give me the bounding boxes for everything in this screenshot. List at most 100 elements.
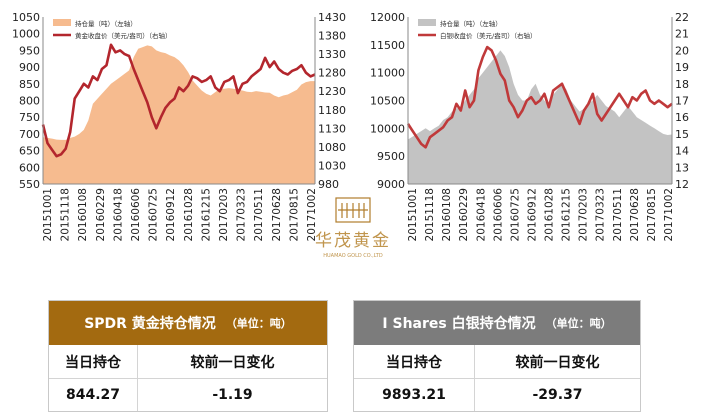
gold-legend-area-swatch — [53, 19, 71, 26]
silver-left-tick-label: 9500 — [377, 150, 405, 163]
silver-right-tick-label: 16 — [675, 111, 689, 124]
silver-legend-area-label: 持仓量（吨）（左轴） — [440, 19, 502, 28]
silver-right-tick-label: 20 — [675, 44, 689, 57]
gold-table-unit: （单位：吨） — [225, 317, 292, 330]
silver-right-tick-label: 13 — [675, 161, 689, 174]
silver-x-tick-label: 20170815 — [646, 188, 658, 241]
divider — [474, 345, 475, 411]
silver-left-tick-label: 10000 — [370, 122, 405, 135]
silver-x-tick-label: 20151118 — [424, 188, 436, 241]
gold-holding-value: 844.27 — [65, 387, 121, 403]
silver-right-tick-label: 17 — [675, 95, 689, 108]
gold-table-header: SPDR 黄金持仓情况 （单位：吨） — [49, 301, 327, 345]
gold-col2-header: 较前一日变化 — [190, 354, 275, 371]
silver-x-tick-label: 20160725 — [509, 188, 521, 241]
silver-right-tick-label: 19 — [675, 61, 689, 74]
gold-legend-line-label: 黄金收盘价（美元/盎司）（右轴） — [75, 31, 171, 40]
silver-x-tick-label: 20160418 — [475, 188, 487, 241]
silver-x-tick-label: 20170511 — [612, 188, 624, 241]
silver-x-tick-label: 20151001 — [407, 188, 419, 241]
gold-price-line — [41, 43, 316, 158]
silver-left-tick-label: 12000 — [370, 11, 405, 24]
silver-right-tick-label: 22 — [675, 11, 689, 24]
silver-right-tick-label: 21 — [675, 28, 689, 41]
silver-right-tick-label: 15 — [675, 128, 689, 141]
gold-x-tick-label: 20160108 — [77, 188, 89, 241]
silver-x-tick-label: 20160912 — [527, 188, 539, 241]
gold-right-tick-label: 1430 — [318, 11, 346, 24]
silver-chart: 9000 9500 10000 10500 11000 11500 12000 12 13 14 1… — [370, 11, 689, 241]
gold-left-tick-label: 800 — [19, 95, 40, 108]
gold-left-tick-label: 550 — [19, 178, 40, 191]
silver-x-tick-label: 20160606 — [492, 188, 504, 242]
silver-x-tick-label: 20161215 — [561, 188, 573, 241]
gold-right-tick-label: 1030 — [318, 159, 346, 172]
gold-left-tick-label: 1050 — [12, 11, 40, 24]
gold-holdings-table: SPDR 黄金持仓情况 （单位：吨） 当日持仓 较前一日变化 844.27 -1… — [48, 300, 328, 412]
silver-x-tick-label: 20161028 — [544, 188, 556, 241]
gold-chart: 550 600 650 700 750 800 850 900 950 1000 1050 980 10… — [12, 11, 346, 241]
gold-right-tick-label: 980 — [318, 178, 339, 191]
silver-change-value: -29.37 — [532, 387, 583, 403]
gold-right-tick-label: 1330 — [318, 48, 346, 61]
silver-table-unit: （单位：吨） — [545, 317, 612, 330]
silver-col2-header: 较前一日变化 — [515, 354, 600, 371]
divider — [137, 345, 138, 411]
silver-table-title: I Shares 白银持仓情况 — [382, 316, 536, 332]
silver-price-line — [406, 45, 673, 149]
divider — [354, 378, 640, 379]
silver-right-tick-label: 18 — [675, 78, 689, 91]
gold-right-tick-label: 1180 — [318, 104, 346, 117]
gold-x-tick-label: 20170628 — [271, 188, 283, 241]
silver-left-tick-label: 9000 — [377, 178, 405, 191]
gold-x-tick-label: 20170203 — [218, 188, 230, 241]
silver-x-tick-label: 20160229 — [458, 188, 470, 241]
silver-x-tick-label: 20171002 — [663, 188, 675, 241]
gold-left-tick-label: 950 — [19, 44, 40, 57]
logo-emblem-icon — [335, 197, 371, 223]
gold-x-tick-label: 20151001 — [42, 188, 54, 241]
gold-col1-header: 当日持仓 — [65, 354, 121, 371]
gold-left-tick-label: 850 — [19, 78, 40, 91]
silver-table-header: I Shares 白银持仓情况 （单位：吨） — [354, 301, 640, 345]
gold-right-tick-label: 1280 — [318, 67, 346, 80]
gold-left-tick-label: 750 — [19, 111, 40, 124]
silver-left-tick-label: 10500 — [370, 95, 405, 108]
silver-right-tick-label: 12 — [675, 178, 689, 191]
silver-x-tick-label: 20170323 — [595, 188, 607, 241]
gold-x-tick-label: 20161215 — [200, 188, 212, 241]
silver-right-tick-label: 14 — [675, 145, 689, 158]
gold-left-tick-label: 900 — [19, 61, 40, 74]
gold-x-tick-label: 20160725 — [148, 188, 160, 241]
gold-holdings-area — [43, 45, 315, 185]
gold-left-tick-label: 700 — [19, 128, 40, 141]
huamao-logo: 华茂黄金 HUAMAO GOLD CO.,LTD — [315, 197, 391, 259]
silver-left-tick-label: 11000 — [370, 67, 405, 80]
gold-x-tick-label: 20170511 — [253, 188, 265, 241]
silver-holding-value: 9893.21 — [382, 387, 446, 403]
gold-x-tick-label: 20161028 — [183, 188, 195, 241]
silver-legend-area-swatch — [418, 19, 436, 26]
gold-x-tick-label: 20151118 — [60, 188, 72, 241]
silver-x-tick-label: 20160108 — [441, 188, 453, 241]
gold-right-tick-label: 1130 — [318, 122, 346, 135]
gold-left-tick-label: 1000 — [12, 28, 40, 41]
gold-x-tick-label: 20160606 — [130, 188, 142, 242]
silver-x-tick-label: 20170203 — [578, 188, 590, 241]
gold-right-tick-label: 1380 — [318, 30, 346, 43]
gold-x-tick-label: 20171002 — [306, 188, 318, 241]
gold-legend-area-label: 持仓量（吨）（左轴） — [75, 19, 137, 28]
logo-subtext: HUAMAO GOLD CO.,LTD — [323, 253, 383, 259]
divider — [49, 378, 327, 379]
silver-left-tick-label: 11500 — [370, 39, 405, 52]
gold-right-tick-label: 1080 — [318, 141, 346, 154]
gold-left-tick-label: 650 — [19, 145, 40, 158]
gold-x-tick-label: 20160418 — [112, 188, 124, 241]
logo-text: 华茂黄金 — [315, 231, 391, 251]
gold-right-tick-label: 1230 — [318, 85, 346, 98]
gold-table-title: SPDR 黄金持仓情况 — [84, 316, 216, 332]
silver-col1-header: 当日持仓 — [386, 354, 442, 371]
gold-x-tick-label: 20170323 — [236, 188, 248, 241]
gold-x-tick-label: 20160229 — [95, 188, 107, 241]
